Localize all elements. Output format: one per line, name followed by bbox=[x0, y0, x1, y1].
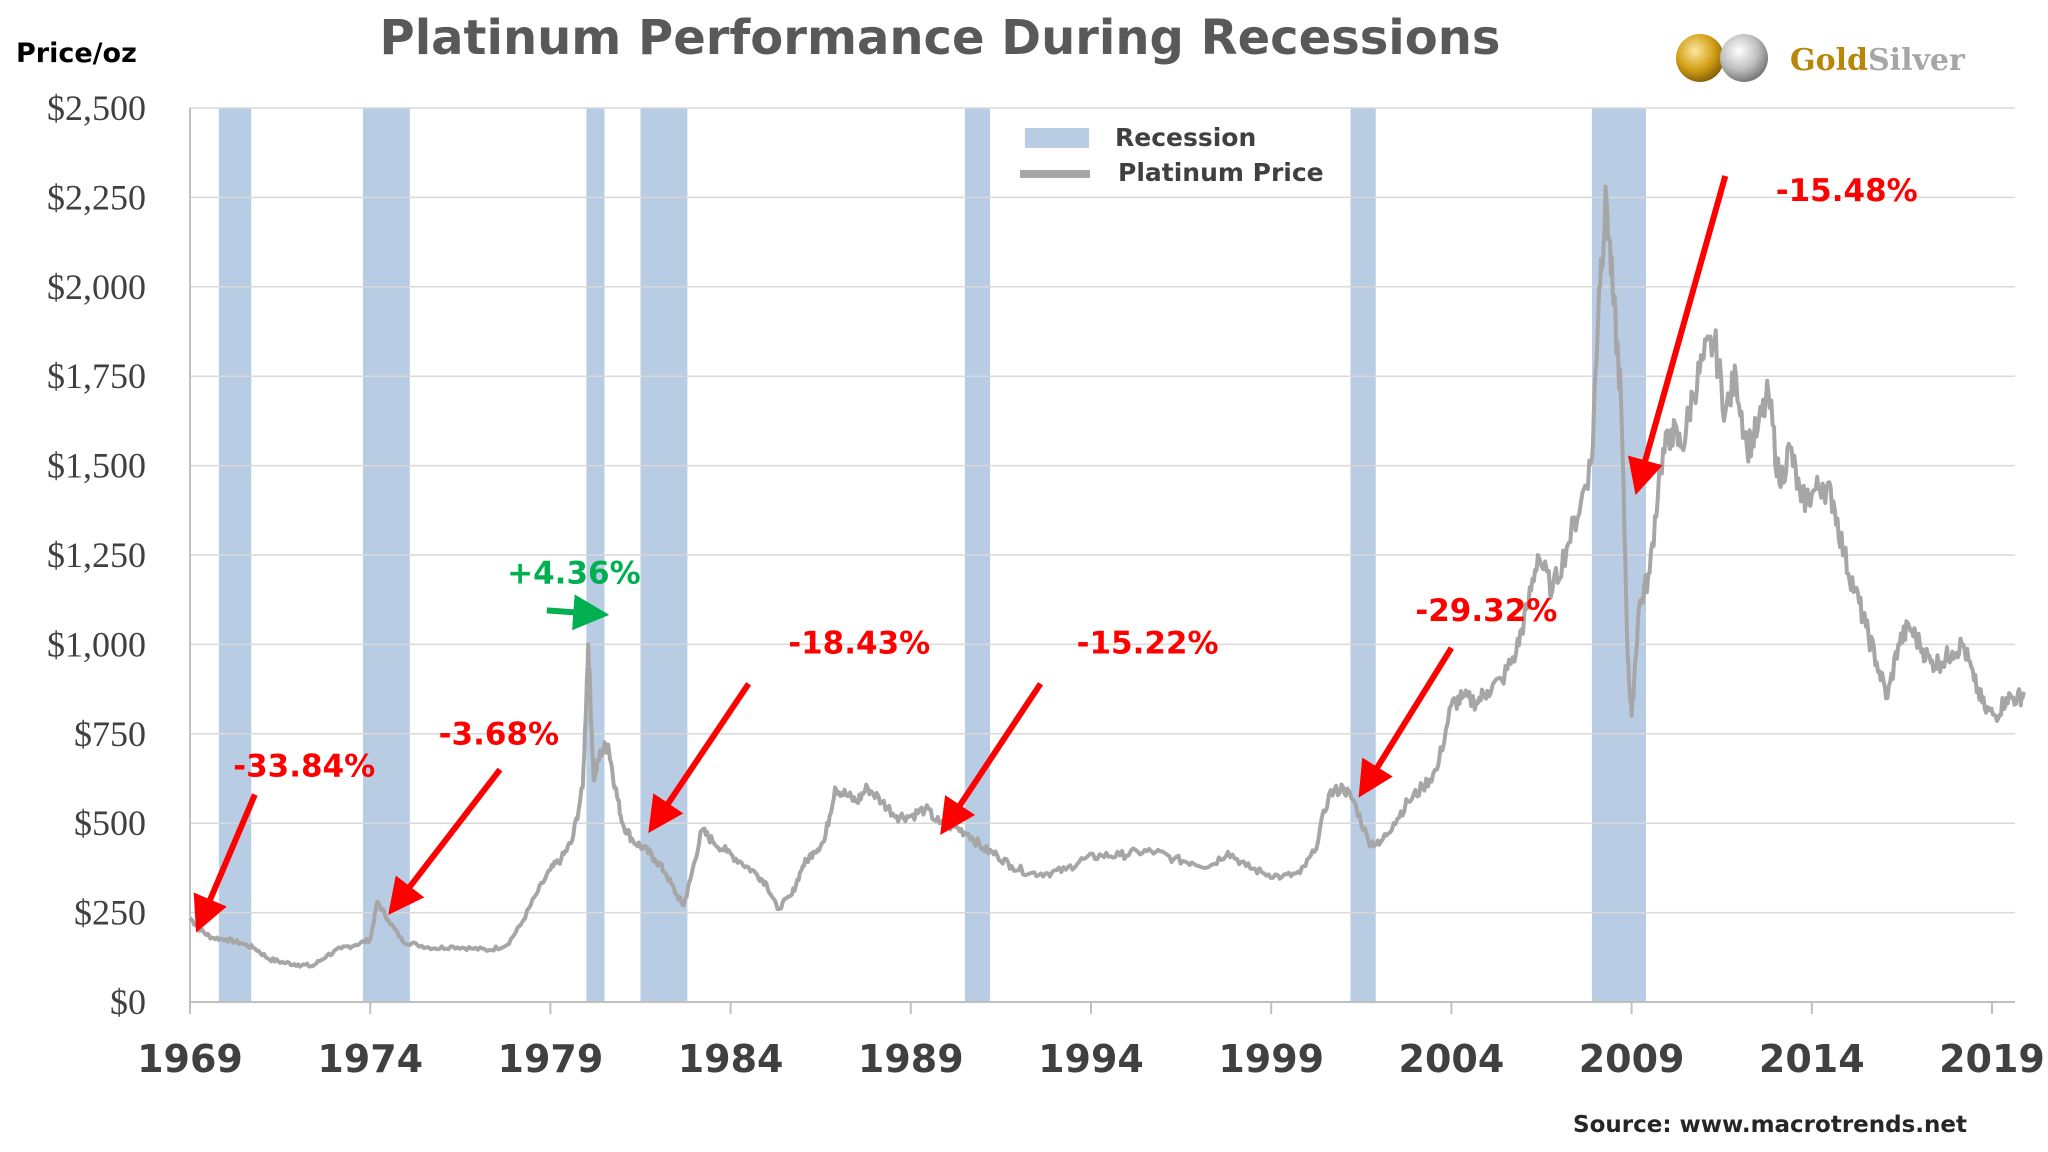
x-tick-label-2: 1979 bbox=[498, 1037, 604, 1081]
y-axis-label: Price/oz bbox=[16, 38, 137, 69]
x-tick-label-9: 2014 bbox=[1759, 1037, 1865, 1081]
annotation-arrow-2 bbox=[546, 594, 610, 631]
legend: Recession Platinum Price bbox=[1020, 123, 1324, 187]
y-tick-label-3: $750 bbox=[74, 714, 146, 754]
annotation-label-2: +4.36% bbox=[507, 556, 641, 592]
svg-text:GoldSilver: GoldSilver bbox=[1790, 43, 1966, 78]
series-line-0 bbox=[188, 184, 2026, 969]
annotation-arrow-1 bbox=[388, 767, 503, 915]
y-tick-labels: $0 $250 $500 $750 $1,000 $1,250 $1,500 $1,750 $2… bbox=[47, 88, 146, 1022]
annotation-label-3: -18.43% bbox=[788, 625, 930, 661]
gold-coin-icon bbox=[1676, 34, 1724, 82]
silver-coin-icon bbox=[1720, 34, 1768, 82]
annotation-arrow-6 bbox=[1627, 175, 1729, 496]
legend-label-recession: Recession bbox=[1115, 123, 1256, 152]
annotation-label-6: -15.48% bbox=[1776, 173, 1918, 209]
gridlines bbox=[190, 107, 2015, 914]
x-tick-label-5: 1994 bbox=[1038, 1037, 1144, 1081]
chart-title: Platinum Performance During Recessions bbox=[380, 10, 1501, 66]
x-tick-label-8: 2009 bbox=[1579, 1037, 1685, 1081]
axes bbox=[189, 108, 2015, 1003]
annotation-arrow-0 bbox=[193, 793, 258, 933]
annotation-label-1: -3.68% bbox=[439, 717, 559, 753]
brand-logo: GoldSilver bbox=[1676, 34, 1966, 82]
annotations: -33.84% -3.68% +4.36% -18.43% -15.22% -29.32%… bbox=[193, 173, 1918, 933]
x-tick-label-1: 1974 bbox=[317, 1037, 423, 1081]
legend-label-platinum: Platinum Price bbox=[1118, 158, 1324, 187]
x-tick-labels: 1969 1974 1979 1984 1989 1994 1999 2004 2009 2014… bbox=[137, 1002, 2045, 1081]
y-tick-label-4: $1,000 bbox=[47, 624, 146, 664]
y-tick-label-2: $500 bbox=[74, 803, 146, 843]
annotation-arrow-4 bbox=[940, 682, 1044, 835]
y-tick-label-0: $0 bbox=[110, 982, 146, 1022]
annotation-arrow-5 bbox=[1358, 646, 1454, 798]
x-tick-label-0: 1969 bbox=[137, 1037, 243, 1081]
source-note: Source: www.macrotrends.net bbox=[1573, 1112, 1967, 1138]
price-series bbox=[188, 184, 2026, 969]
y-tick-label-7: $1,750 bbox=[47, 356, 146, 396]
y-tick-label-10: $2,500 bbox=[47, 88, 146, 128]
y-tick-label-5: $1,250 bbox=[47, 535, 146, 575]
y-tick-label-9: $2,250 bbox=[47, 177, 146, 217]
annotation-label-5: -29.32% bbox=[1415, 593, 1557, 629]
x-tick-label-3: 1984 bbox=[678, 1037, 784, 1081]
y-tick-label-8: $2,000 bbox=[47, 267, 146, 307]
legend-swatch-recession bbox=[1025, 128, 1089, 148]
annotation-label-0: -33.84% bbox=[233, 749, 375, 785]
annotation-label-4: -15.22% bbox=[1077, 625, 1219, 661]
y-tick-label-6: $1,500 bbox=[47, 446, 146, 486]
x-tick-label-4: 1989 bbox=[858, 1037, 964, 1081]
annotation-arrow-3 bbox=[648, 682, 752, 834]
x-tick-label-10: 2019 bbox=[1939, 1037, 2045, 1081]
x-tick-label-7: 2004 bbox=[1399, 1037, 1505, 1081]
brand-silver: Silver bbox=[1868, 43, 1966, 78]
brand-gold: Gold bbox=[1790, 43, 1868, 78]
y-tick-label-1: $250 bbox=[74, 893, 146, 933]
x-tick-label-6: 1999 bbox=[1218, 1037, 1324, 1081]
